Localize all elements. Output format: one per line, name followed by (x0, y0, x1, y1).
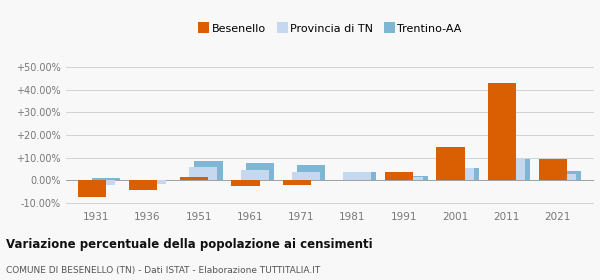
Bar (548, 174, 577, 180)
Legend: Besenello, Provincia di TN, Trentino-AA: Besenello, Provincia di TN, Trentino-AA (194, 19, 466, 38)
Bar (488, 83, 516, 180)
Bar (232, 180, 260, 186)
Bar (497, 159, 525, 180)
Bar (292, 172, 320, 180)
Bar (446, 168, 474, 180)
Bar (87, 180, 115, 185)
Bar (385, 172, 413, 180)
Bar (451, 168, 479, 180)
Text: COMUNE DI BESENELLO (TN) - Dati ISTAT - Elaborazione TUTTITALIA.IT: COMUNE DI BESENELLO (TN) - Dati ISTAT - … (6, 266, 320, 275)
Bar (77, 180, 106, 197)
Bar (297, 165, 325, 180)
Bar (138, 180, 166, 183)
Bar (189, 167, 217, 180)
Bar (553, 171, 581, 180)
Bar (194, 161, 223, 180)
Bar (92, 178, 120, 180)
Bar (343, 172, 371, 180)
Bar (180, 177, 208, 180)
Bar (129, 180, 157, 190)
Text: Variazione percentuale della popolazione ai censimenti: Variazione percentuale della popolazione… (6, 238, 373, 251)
Bar (241, 170, 269, 180)
Bar (394, 177, 422, 180)
Bar (348, 172, 376, 180)
Bar (502, 159, 530, 180)
Bar (436, 147, 464, 180)
Bar (245, 163, 274, 180)
Bar (283, 180, 311, 185)
Bar (400, 176, 428, 180)
Bar (539, 159, 567, 180)
